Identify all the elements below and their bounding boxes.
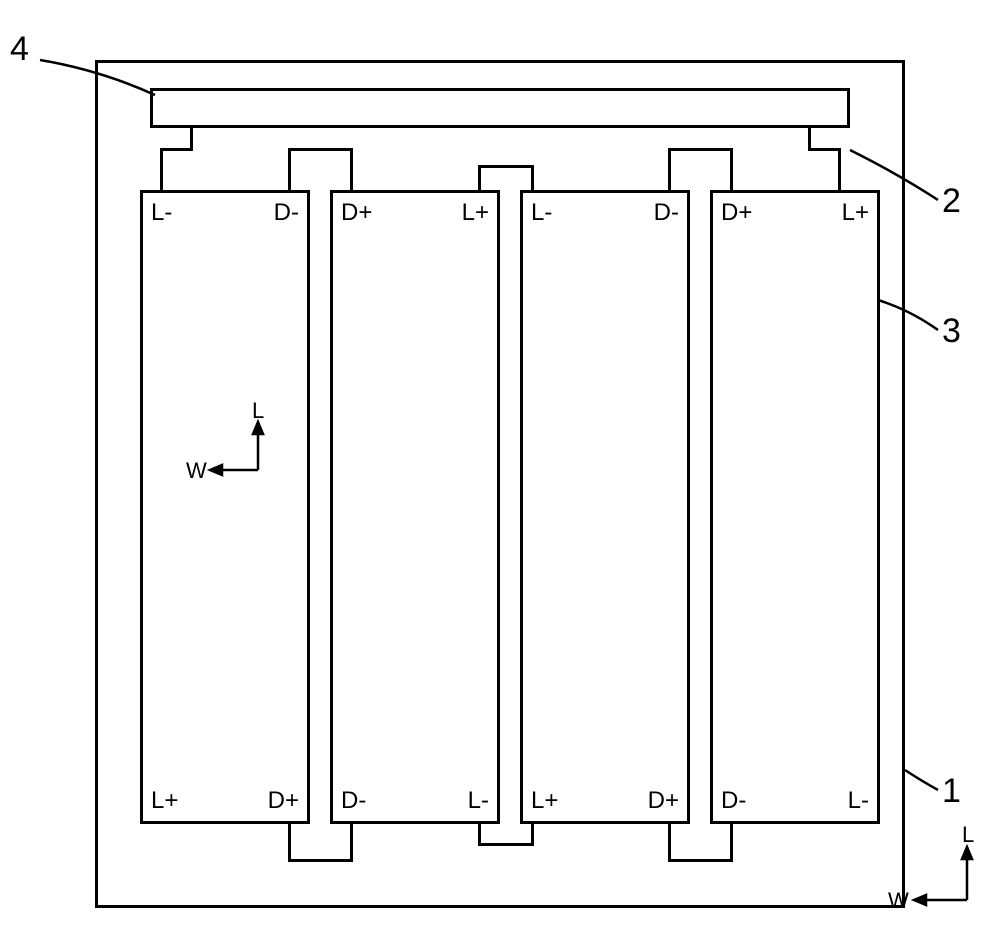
m1-bot-right: D+	[268, 787, 299, 815]
module-2: D+ L+ D- L-	[330, 190, 500, 824]
callout-4: 4	[10, 30, 29, 69]
conn-top-left-h	[160, 148, 193, 151]
m1-top-left: L-	[151, 199, 172, 227]
conn-bot-m3m4-h	[668, 859, 733, 862]
conn-top-center-v1	[478, 165, 481, 190]
conn-top-left-v2	[160, 148, 163, 190]
conn-top-center-h	[478, 165, 534, 168]
m3-bot-left: L+	[531, 787, 558, 815]
conn-top-right-v2	[838, 148, 841, 190]
m2-top-left: D+	[341, 199, 372, 227]
callout-2: 2	[942, 182, 961, 221]
m4-top-right: L+	[842, 199, 869, 227]
conn-bot-m1m2-h	[288, 859, 353, 862]
module-3: L- D- L+ D+	[520, 190, 690, 824]
outer-axis-L: L	[962, 822, 974, 848]
conn-bot-m3m4-v1	[668, 824, 671, 862]
m4-bot-right: L-	[848, 787, 869, 815]
m2-bot-left: D-	[341, 787, 366, 815]
conn-bot-m1m2-v2	[350, 824, 353, 862]
m3-top-right: D-	[654, 199, 679, 227]
m2-top-right: L+	[462, 199, 489, 227]
conn-top-m3m4-v2	[730, 148, 733, 190]
conn-top-m1m2-v2	[350, 148, 353, 190]
top-bar	[150, 88, 850, 128]
conn-bot-m3m4-v2	[730, 824, 733, 862]
inner-axis-W: W	[186, 458, 207, 484]
m1-top-right: D-	[274, 199, 299, 227]
technical-diagram: L- D- L+ D+ D+ L+ D- L- L- D- L+ D+ D+ L…	[0, 0, 1000, 940]
conn-top-m1m2-h	[288, 148, 353, 151]
m2-bot-right: L-	[468, 787, 489, 815]
m3-top-left: L-	[531, 199, 552, 227]
conn-top-m1m2-v1	[288, 148, 291, 190]
conn-bot-m2m3-h	[478, 843, 534, 846]
callout-1: 1	[942, 772, 961, 811]
conn-top-m3m4-h	[668, 148, 733, 151]
conn-top-m3m4-v1	[668, 148, 671, 190]
conn-top-left-v1	[190, 128, 193, 148]
m4-bot-left: D-	[721, 787, 746, 815]
conn-top-center-v2	[531, 165, 534, 190]
conn-top-right-v1	[808, 128, 811, 148]
m1-bot-left: L+	[151, 787, 178, 815]
conn-bot-m2m3-v2	[531, 824, 534, 846]
inner-axis-L: L	[252, 398, 264, 424]
outer-axis-W: W	[888, 888, 909, 914]
module-4: D+ L+ D- L-	[710, 190, 880, 824]
module-1: L- D- L+ D+	[140, 190, 310, 824]
conn-top-right-h	[808, 148, 841, 151]
conn-bot-m1m2-v1	[288, 824, 291, 862]
m3-bot-right: D+	[648, 787, 679, 815]
callout-3: 3	[942, 312, 961, 351]
m4-top-left: D+	[721, 199, 752, 227]
